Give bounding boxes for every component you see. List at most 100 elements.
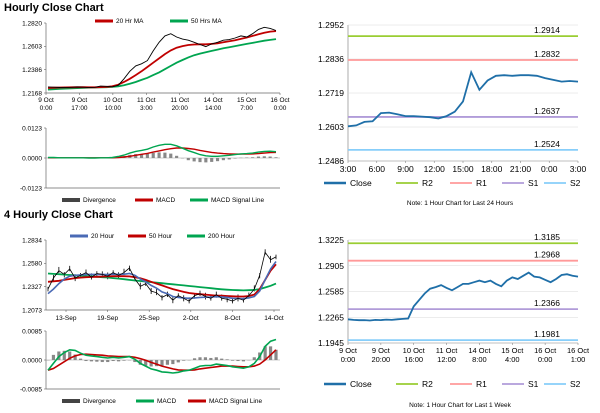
y-tick-label: 1.2585 bbox=[318, 287, 344, 297]
x-tick-label: 0:00 bbox=[538, 355, 553, 364]
y-tick-label: 1.2603 bbox=[318, 122, 344, 132]
level-label-r2: 1.2914 bbox=[534, 25, 560, 35]
divergence-bar bbox=[68, 351, 72, 360]
macd-line bbox=[47, 338, 277, 374]
divergence-bar bbox=[221, 158, 225, 161]
macd-signal-line bbox=[48, 147, 277, 159]
four-hourly-price-chart: 1.2834 1.2580 1.2327 1.2073 13-Sep 19-Sep 25-S… bbox=[22, 233, 284, 322]
divergence-bar bbox=[263, 346, 267, 360]
legend-s2-label: S2 bbox=[570, 178, 581, 188]
divergence-bar bbox=[186, 158, 190, 161]
level-label-s1: 1.2637 bbox=[534, 106, 560, 116]
x-tick-label: 20:00 bbox=[371, 355, 390, 364]
divergence-bar bbox=[154, 360, 159, 367]
x-tick-label: 7:00 bbox=[240, 105, 253, 112]
level-label-s2: 1.1981 bbox=[534, 329, 560, 339]
divergence-bar bbox=[100, 360, 104, 363]
divergence-bar bbox=[198, 158, 202, 163]
x-tick-label: 1:00 bbox=[571, 355, 586, 364]
divergence-bar bbox=[111, 360, 115, 362]
legend-20hr-ma-label: 20 Hr MA bbox=[116, 18, 144, 25]
legend-macd-label: MACD bbox=[157, 398, 176, 405]
legend-r2-label: R2 bbox=[422, 178, 433, 188]
divergence-bar bbox=[133, 360, 137, 363]
level-label-r1: 1.2832 bbox=[534, 49, 560, 59]
x-tick-label: 20:00 bbox=[172, 105, 189, 112]
divergence-bar bbox=[139, 154, 144, 158]
x-tick-label: 9 Oct bbox=[372, 346, 391, 355]
divergence-bar bbox=[215, 158, 220, 162]
x-tick-label: 3:00 bbox=[140, 105, 153, 112]
x-tick-label: 11 Oct bbox=[170, 97, 189, 104]
close-line bbox=[347, 271, 579, 322]
legend-close-label: Close bbox=[350, 379, 372, 389]
level-label-s1: 1.2366 bbox=[534, 298, 560, 308]
y-tick-label: 1.2820 bbox=[22, 20, 42, 27]
divergence-bar bbox=[262, 156, 266, 158]
x-tick-label: 0:00 bbox=[40, 105, 53, 112]
legend-r2-label: R2 bbox=[422, 379, 433, 389]
divergence-bar bbox=[220, 358, 224, 360]
four-hourly-section-title: 4 Hourly Close Chart bbox=[4, 209, 113, 221]
divergence-bar bbox=[51, 354, 56, 360]
x-tick-label: 16 Oct bbox=[534, 346, 557, 355]
legend-macd-label: MACD bbox=[156, 197, 175, 204]
hourly-close-24h-chart: 1.2952 1.2836 1.2719 1.2603 1.2486 1.2914 1.28… bbox=[318, 20, 587, 188]
legend-close-label: Close bbox=[350, 178, 372, 188]
divergence-bar bbox=[163, 152, 167, 158]
y-tick-label: 1.2327 bbox=[22, 284, 42, 291]
x-tick-label: 11 Oct bbox=[137, 97, 156, 104]
divergence-bar bbox=[171, 360, 175, 365]
legend-s1-label: S1 bbox=[528, 178, 539, 188]
hourly-macd-chart: 0.0123 0.0000 -0.0123 Divergence MACD MACD Si… bbox=[20, 125, 280, 204]
divergence-bar bbox=[169, 153, 173, 158]
y-tick-label: 0.0000 bbox=[22, 155, 42, 162]
divergence-bar bbox=[268, 346, 273, 360]
legend-r1-label: R1 bbox=[476, 178, 487, 188]
x-tick-label: 0:00 bbox=[541, 164, 558, 174]
y-tick-label: 1.2168 bbox=[22, 90, 42, 97]
x-tick-label: 10:00 bbox=[105, 105, 122, 112]
divergence-bar bbox=[175, 155, 179, 158]
divergence-bar bbox=[236, 360, 240, 362]
x-tick-label: 2-Oct bbox=[183, 315, 199, 322]
divergence-bar bbox=[95, 360, 99, 362]
x-tick-label: 9 Oct bbox=[72, 97, 88, 104]
legend-macd-signal-label: MACD Signal Line bbox=[209, 398, 262, 405]
level-label-r2: 1.3185 bbox=[534, 232, 560, 242]
x-tick-label: 15 Oct bbox=[501, 346, 524, 355]
divergence-bar bbox=[89, 360, 94, 362]
four-hourly-close-week-chart: 1.3225 1.2905 1.2585 1.2265 1.1945 1.3185 1.29… bbox=[318, 232, 590, 389]
x-tick-label: 18:00 bbox=[481, 164, 503, 174]
x-tick-label: 8:00 bbox=[472, 355, 487, 364]
divergence-bar bbox=[225, 359, 229, 360]
x-tick-label: 10 Oct bbox=[403, 346, 426, 355]
x-tick-label: 3:00 bbox=[570, 164, 587, 174]
y-tick-label: 0.0123 bbox=[22, 125, 42, 132]
divergence-bar bbox=[106, 360, 110, 363]
legend-50-hour-label: 50 Hour bbox=[149, 233, 173, 240]
divergence-bar bbox=[145, 153, 149, 158]
legend-r1-label: R1 bbox=[476, 379, 487, 389]
x-tick-label: 11 Oct bbox=[436, 346, 458, 355]
four-hourly-close-note: Note: 1 Hour Chart for Last 1 Week bbox=[409, 402, 511, 409]
x-tick-label: 9 Oct bbox=[38, 97, 54, 104]
price-line bbox=[47, 251, 277, 302]
price-line bbox=[47, 26, 277, 89]
divergence-bar bbox=[251, 157, 255, 158]
divergence-bar bbox=[176, 360, 180, 363]
x-tick-label: 25-Sep bbox=[139, 315, 160, 322]
divergence-bar bbox=[84, 360, 88, 362]
x-tick-label: 16 Oct bbox=[270, 97, 289, 104]
legend-s2-label: S2 bbox=[570, 379, 581, 389]
divergence-bar bbox=[151, 152, 155, 158]
divergence-bar bbox=[62, 350, 66, 360]
ma50-line bbox=[47, 38, 277, 91]
x-tick-label: 13-Sep bbox=[56, 315, 77, 322]
y-tick-label: 0.0000 bbox=[22, 357, 42, 364]
ma20-line bbox=[47, 261, 277, 300]
divergence-bar bbox=[241, 360, 246, 362]
y-tick-label: -0.0085 bbox=[20, 386, 42, 393]
x-tick-label: 12:00 bbox=[437, 355, 456, 364]
